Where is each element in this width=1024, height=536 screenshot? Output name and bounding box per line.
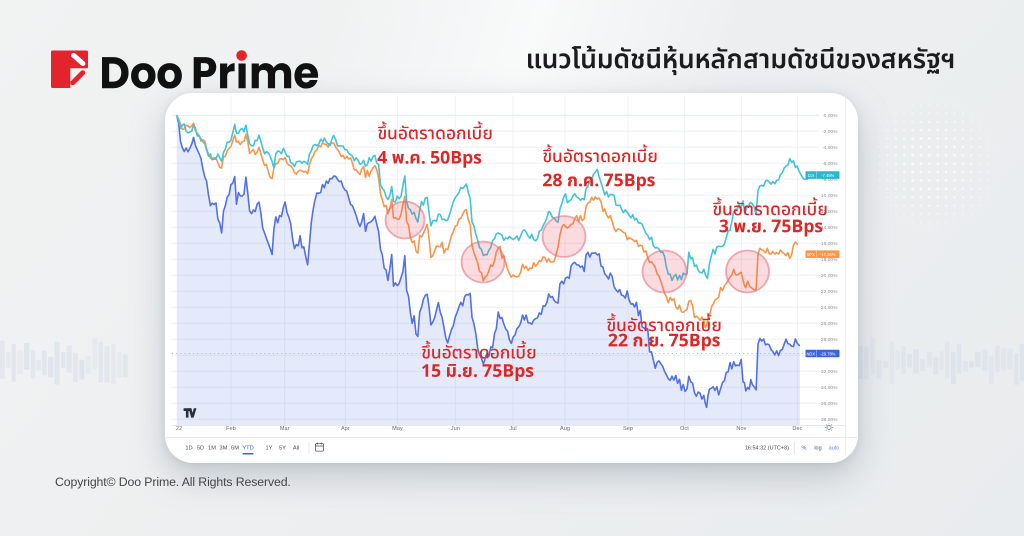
svg-text:0.00%: 0.00% [824, 113, 839, 119]
svg-text:22: 22 [176, 426, 182, 432]
svg-text:-16.00%: -16.00% [819, 241, 838, 247]
svg-text:-6.00%: -6.00% [822, 161, 838, 167]
svg-text:Sep: Sep [623, 426, 633, 432]
svg-text:DJI: DJI [808, 173, 814, 178]
svg-text:-29.78%: -29.78% [820, 351, 836, 356]
svg-text:%: % [802, 446, 807, 452]
svg-text:3M: 3M [220, 446, 228, 452]
svg-text:Mar: Mar [280, 426, 290, 432]
svg-text:1D: 1D [185, 446, 192, 452]
svg-text:All: All [293, 446, 299, 452]
svg-text:log: log [814, 446, 821, 452]
svg-text:5D: 5D [197, 446, 204, 452]
svg-text:-12.00%: -12.00% [819, 209, 838, 215]
svg-text:-4.00%: -4.00% [822, 145, 838, 151]
svg-text:-26.00%: -26.00% [819, 321, 838, 327]
svg-text:-32.00%: -32.00% [819, 369, 838, 375]
svg-text:Dec: Dec [792, 426, 802, 432]
svg-text:-28.00%: -28.00% [819, 337, 838, 343]
svg-text:-17.36%: -17.36% [820, 252, 836, 257]
svg-text:-20.00%: -20.00% [819, 273, 838, 279]
svg-text:1M: 1M [208, 446, 216, 452]
svg-text:Nov: Nov [736, 426, 746, 432]
svg-text:SPX: SPX [807, 252, 815, 257]
svg-text:-22.00%: -22.00% [819, 289, 838, 295]
svg-text:auto: auto [829, 446, 840, 452]
svg-text:-38.00%: -38.00% [819, 417, 838, 423]
svg-text:May: May [392, 426, 403, 432]
svg-text:Jul: Jul [509, 426, 516, 432]
svg-text:-8.00%: -8.00% [822, 177, 838, 183]
svg-text:Apr: Apr [341, 426, 350, 432]
svg-text:-18.00%: -18.00% [819, 257, 838, 263]
svg-text:6M: 6M [231, 446, 239, 452]
svg-text:-2.00%: -2.00% [822, 129, 838, 135]
svg-text:-7.48%: -7.48% [821, 173, 834, 178]
svg-text:Oct: Oct [680, 426, 689, 432]
svg-text:-34.00%: -34.00% [819, 385, 838, 391]
svg-text:Jun: Jun [451, 426, 460, 432]
svg-text:-36.00%: -36.00% [819, 401, 838, 407]
svg-text:YTD: YTD [242, 446, 253, 452]
svg-text:NDX: NDX [806, 351, 815, 356]
svg-text:1Y: 1Y [266, 446, 273, 452]
svg-text:16:54:32 (UTC+8): 16:54:32 (UTC+8) [745, 446, 789, 452]
svg-text:-14.00%: -14.00% [819, 225, 838, 231]
svg-text:-24.00%: -24.00% [819, 305, 838, 311]
svg-text:-10.00%: -10.00% [819, 193, 838, 199]
svg-text:5Y: 5Y [279, 446, 286, 452]
svg-text:Aug: Aug [560, 426, 570, 432]
svg-text:Feb: Feb [226, 426, 236, 432]
